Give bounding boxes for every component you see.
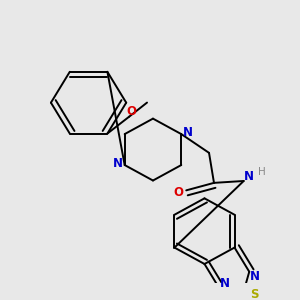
Text: O: O [126,106,136,118]
Text: N: N [113,157,123,170]
Text: S: S [250,288,259,300]
Text: H: H [258,167,266,177]
Text: N: N [244,170,254,183]
Text: N: N [183,126,193,139]
Text: N: N [250,270,260,283]
Text: N: N [220,277,230,290]
Text: O: O [173,186,183,199]
